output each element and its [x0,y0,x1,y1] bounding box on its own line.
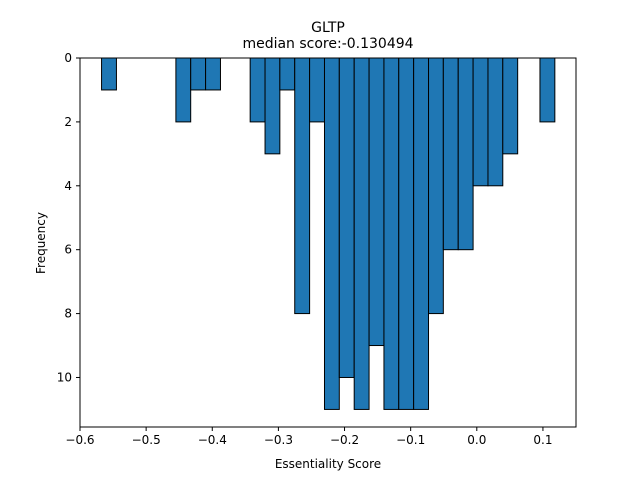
histogram-bar [294,57,311,315]
y-axis-label: Frequency [34,212,48,274]
histogram-bar [190,57,207,91]
histogram-bar [383,57,400,410]
histogram-bar [457,57,474,251]
x-tick-label: 0.0 [467,433,486,447]
y-tick-label: 2 [64,115,72,129]
histogram-bar [279,57,296,91]
histogram-bar [398,57,415,410]
y-tick-label: 8 [64,307,72,321]
histogram-bar [175,57,192,123]
histogram-bar [442,57,459,251]
x-axis-ticks: −0.6 −0.5 −0.4 −0.3 −0.2 −0.1 0.0 0.1 [65,427,552,447]
y-axis-ticks: 0 2 4 6 8 10 [57,51,80,384]
histogram-bar [101,57,117,91]
x-axis-label: Essentiality Score [275,457,381,471]
y-tick-label: 6 [64,243,72,257]
y-tick-label: 0 [64,51,72,65]
histogram-bar [472,57,489,187]
histogram-bar [368,57,385,347]
x-tick-label: 0.1 [533,433,552,447]
x-tick-label: −0.3 [264,433,293,447]
x-tick-label: −0.1 [396,433,425,447]
histogram-bar [353,57,370,410]
histogram-bar [539,57,556,123]
x-tick-label: −0.4 [198,433,227,447]
y-tick-label: 4 [64,179,72,193]
histogram-bar [264,57,281,155]
x-tick-label: −0.5 [132,433,161,447]
histogram-bar [487,57,504,187]
histogram-bar [309,57,325,123]
chart-title: GLTP [311,20,345,36]
histogram-bar [428,57,444,315]
x-tick-label: −0.2 [330,433,359,447]
bars-group [101,57,556,410]
histogram-bar [323,57,340,410]
chart-subtitle: median score:-0.130494 [242,36,413,52]
x-tick-label: −0.6 [65,433,94,447]
histogram-bar [338,57,355,378]
histogram-bar [502,57,519,155]
histogram-bar [413,57,430,410]
histogram-bar [249,57,266,123]
histogram-bar [205,57,221,91]
axes-frame [79,57,577,428]
y-tick-label: 10 [57,370,72,384]
